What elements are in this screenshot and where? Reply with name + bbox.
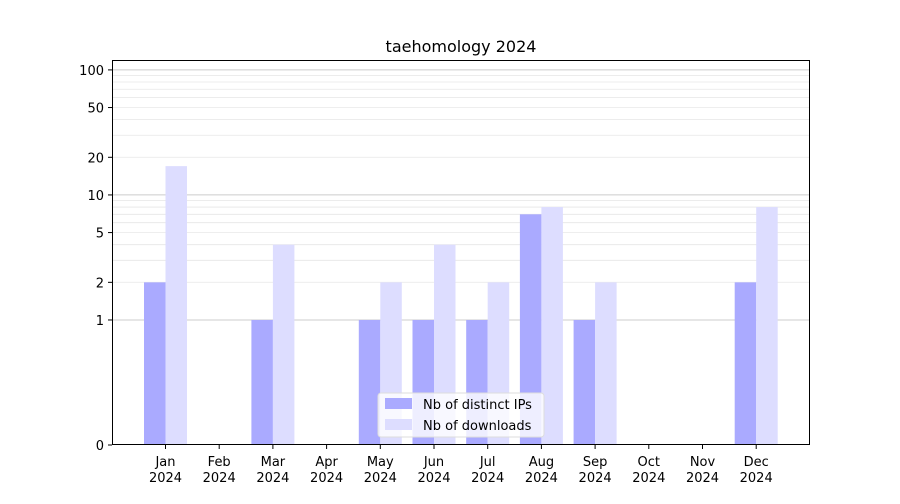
bar-downloads: [541, 207, 563, 445]
bar-distinct-ips: [519, 214, 542, 445]
x-tick-label-month: Oct: [638, 455, 660, 470]
x-tick-label-year: 2024: [740, 471, 773, 486]
x-tick-label-year: 2024: [632, 471, 665, 486]
bar-downloads: [595, 282, 617, 445]
bar-distinct-ips: [144, 282, 166, 445]
legend: Nb of distinct IPs Nb of downloads: [377, 392, 545, 438]
x-tick-label-year: 2024: [364, 471, 397, 486]
y-axis: 0 1 2 5 10 20 50 100: [79, 64, 112, 454]
x-tick-label-month: Apr: [315, 455, 338, 470]
x-tick-label-year: 2024: [149, 471, 182, 486]
x-tick-label-year: 2024: [203, 471, 236, 486]
legend-box: [377, 392, 545, 438]
y-tick-label: 5: [96, 227, 104, 242]
bar-downloads: [272, 244, 295, 445]
x-tick-label-month: Aug: [529, 455, 554, 470]
y-tick-label: 0: [96, 439, 104, 454]
grid-lines: [112, 69, 810, 321]
x-tick-label-month: Jun: [423, 455, 444, 470]
bar-distinct-ips: [358, 319, 381, 445]
bar-downloads: [756, 207, 778, 445]
x-tick-label-month: Dec: [744, 455, 769, 470]
x-axis: Jan2024Feb2024Mar2024Apr2024May2024Jun20…: [149, 445, 773, 486]
y-tick-label: 100: [79, 64, 104, 79]
y-tick-label: 20: [87, 151, 104, 166]
y-tick-label: 50: [87, 102, 104, 117]
x-tick-label-month: Sep: [583, 455, 608, 470]
x-tick-label-year: 2024: [686, 471, 719, 486]
x-tick-label-month: Jan: [154, 455, 175, 470]
legend-swatch: [385, 398, 412, 409]
x-tick-label-year: 2024: [471, 471, 504, 486]
x-tick-label-month: Feb: [208, 455, 231, 470]
plot-frame: [112, 60, 810, 445]
x-tick-label-year: 2024: [417, 471, 450, 486]
bar-distinct-ips: [573, 319, 596, 445]
x-tick-label-year: 2024: [525, 471, 558, 486]
x-tick-label-month: Jul: [479, 455, 496, 470]
x-tick-label-year: 2024: [310, 471, 343, 486]
x-tick-label-year: 2024: [256, 471, 289, 486]
chart-title: taehomology 2024: [386, 37, 537, 56]
x-tick-label-year: 2024: [579, 471, 612, 486]
legend-label: Nb of distinct IPs: [423, 398, 532, 413]
y-tick-label: 2: [96, 276, 104, 291]
x-tick-label-month: May: [367, 455, 394, 470]
bar-distinct-ips: [251, 319, 273, 445]
x-tick-label-month: Nov: [690, 455, 716, 470]
bar-downloads: [165, 166, 187, 445]
legend-label: Nb of downloads: [423, 419, 532, 434]
x-tick-label-month: Mar: [261, 455, 286, 470]
y-tick-label: 1: [96, 314, 104, 329]
bar-distinct-ips: [734, 282, 757, 445]
legend-swatch: [385, 419, 412, 430]
y-tick-label: 10: [87, 189, 104, 204]
